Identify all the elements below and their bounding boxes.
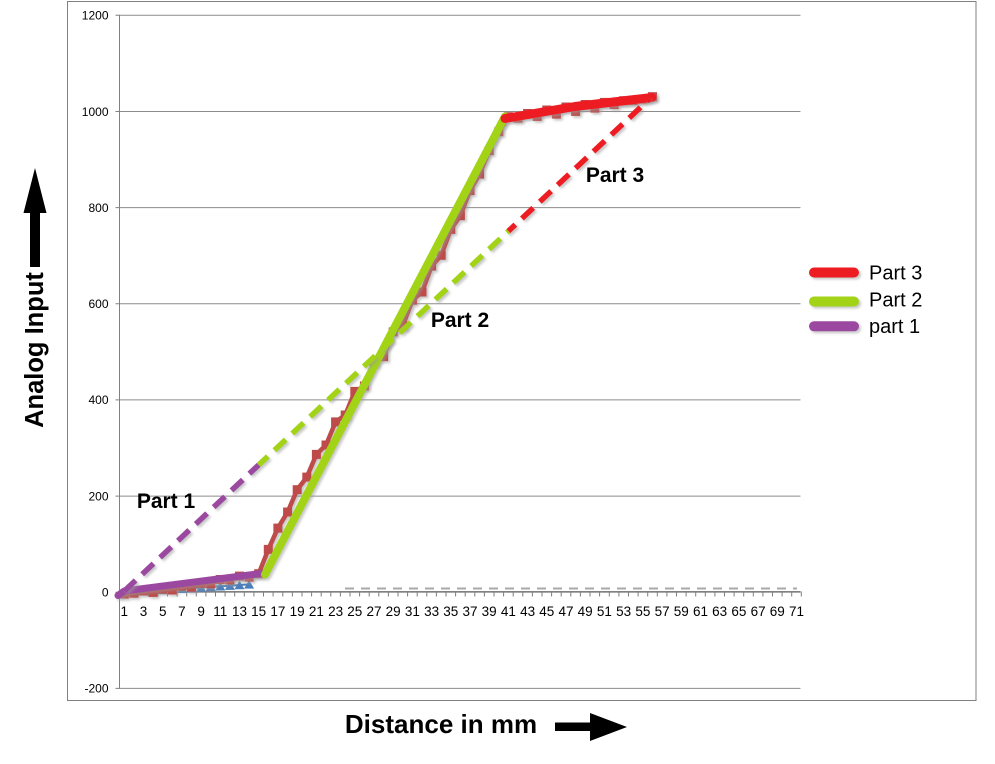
svg-text:53: 53 [616,604,631,619]
svg-text:57: 57 [655,604,670,619]
svg-text:19: 19 [290,604,305,619]
svg-text:25: 25 [347,604,362,619]
svg-text:1: 1 [121,604,129,619]
svg-text:600: 600 [88,297,108,311]
svg-text:37: 37 [462,604,477,619]
svg-text:3: 3 [140,604,148,619]
svg-text:Part 2: Part 2 [431,309,489,332]
svg-text:45: 45 [539,604,554,619]
svg-text:7: 7 [178,604,186,619]
svg-text:part 1: part 1 [869,316,920,338]
svg-text:49: 49 [578,604,593,619]
svg-text:15: 15 [251,604,266,619]
svg-text:23: 23 [328,604,343,619]
svg-text:-200: -200 [84,682,108,696]
svg-text:11: 11 [213,604,227,619]
svg-text:71: 71 [789,604,804,619]
svg-text:31: 31 [405,604,420,619]
svg-text:63: 63 [712,604,727,619]
svg-text:200: 200 [88,489,108,503]
svg-text:1000: 1000 [82,105,109,119]
svg-text:43: 43 [520,604,535,619]
svg-text:Part 2: Part 2 [869,290,922,312]
svg-text:55: 55 [635,604,650,619]
svg-text:0: 0 [102,586,109,600]
svg-text:39: 39 [482,604,497,619]
svg-text:61: 61 [693,604,708,619]
svg-text:47: 47 [558,604,573,619]
svg-text:9: 9 [197,604,205,619]
svg-text:41: 41 [501,604,516,619]
svg-text:59: 59 [674,604,689,619]
svg-text:Analog Input: Analog Input [21,272,49,428]
svg-text:Part 3: Part 3 [586,164,644,187]
svg-text:27: 27 [366,604,381,619]
svg-text:1200: 1200 [82,9,109,23]
svg-text:800: 800 [88,201,108,215]
svg-text:67: 67 [751,604,766,619]
svg-text:13: 13 [232,604,247,619]
svg-text:35: 35 [443,604,458,619]
svg-text:29: 29 [386,604,401,619]
svg-text:400: 400 [88,393,108,407]
svg-text:33: 33 [424,604,439,619]
svg-text:5: 5 [159,604,167,619]
svg-text:Distance in mm: Distance in mm [345,709,537,739]
svg-text:65: 65 [731,604,746,619]
svg-text:17: 17 [270,604,285,619]
svg-text:Part 1: Part 1 [137,490,196,513]
svg-text:69: 69 [770,604,785,619]
svg-text:21: 21 [309,604,324,619]
svg-text:51: 51 [597,604,612,619]
svg-text:Part 3: Part 3 [869,263,922,285]
